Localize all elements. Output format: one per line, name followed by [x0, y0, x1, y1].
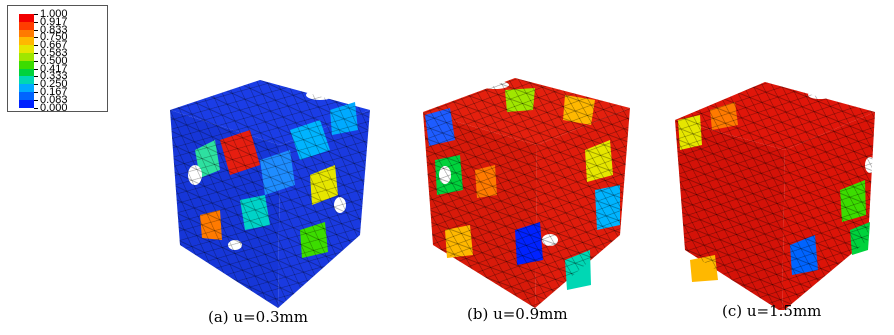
legend-label: 0.500 [40, 54, 68, 67]
caption-a: (a) u=0.3mm [208, 308, 308, 326]
legend-swatch [19, 92, 34, 100]
legend-swatch [19, 68, 34, 77]
legend-swatch [19, 29, 34, 38]
legend-label: 0.667 [40, 39, 68, 52]
legend-label: 0.917 [40, 15, 68, 28]
legend-label: 0.167 [40, 86, 68, 98]
panel-c-cube-mesh [675, 82, 875, 310]
legend-tick [34, 53, 38, 54]
panel-b-cube-mesh [423, 78, 630, 308]
panel-a-cube-mesh [170, 80, 370, 308]
legend-tick [34, 60, 38, 62]
legend-tick [34, 68, 38, 70]
caption-b: (b) u=0.9mm [467, 305, 568, 323]
caption-c: (c) u=1.5mm [722, 302, 822, 320]
legend-tick [34, 76, 38, 78]
legend-tick [34, 99, 38, 101]
legend-label: 0.750 [40, 31, 68, 44]
color-legend: 1.000 0.917 0.833 0.750 0.667 0.583 0.500 0.417… [7, 5, 108, 114]
legend-swatch [19, 60, 34, 69]
legend-swatch [19, 84, 34, 93]
legend-swatch [19, 45, 34, 54]
legend-swatch [19, 21, 34, 30]
legend-label: 0.250 [40, 78, 68, 91]
legend-label: 0.000 [40, 101, 68, 114]
legend-tick [34, 21, 38, 23]
legend-tick [34, 107, 38, 109]
legend-swatch [19, 99, 34, 108]
legend-tick [34, 37, 38, 39]
legend-label: 0.833 [40, 23, 68, 36]
legend-label: 0.583 [40, 47, 68, 59]
legend-swatch [19, 14, 34, 22]
legend-label: 0.417 [40, 62, 68, 75]
legend-label: 0.083 [40, 93, 68, 106]
legend-swatch [19, 76, 34, 85]
legend-tick [34, 29, 38, 31]
legend-tick [34, 45, 38, 47]
legend-tick [34, 14, 38, 15]
legend-label: 1.000 [40, 8, 68, 20]
legend-tick [34, 92, 38, 93]
legend-label: 0.333 [40, 70, 68, 83]
legend-tick [34, 84, 38, 86]
legend-swatch [19, 37, 34, 46]
legend-swatch [19, 53, 34, 61]
